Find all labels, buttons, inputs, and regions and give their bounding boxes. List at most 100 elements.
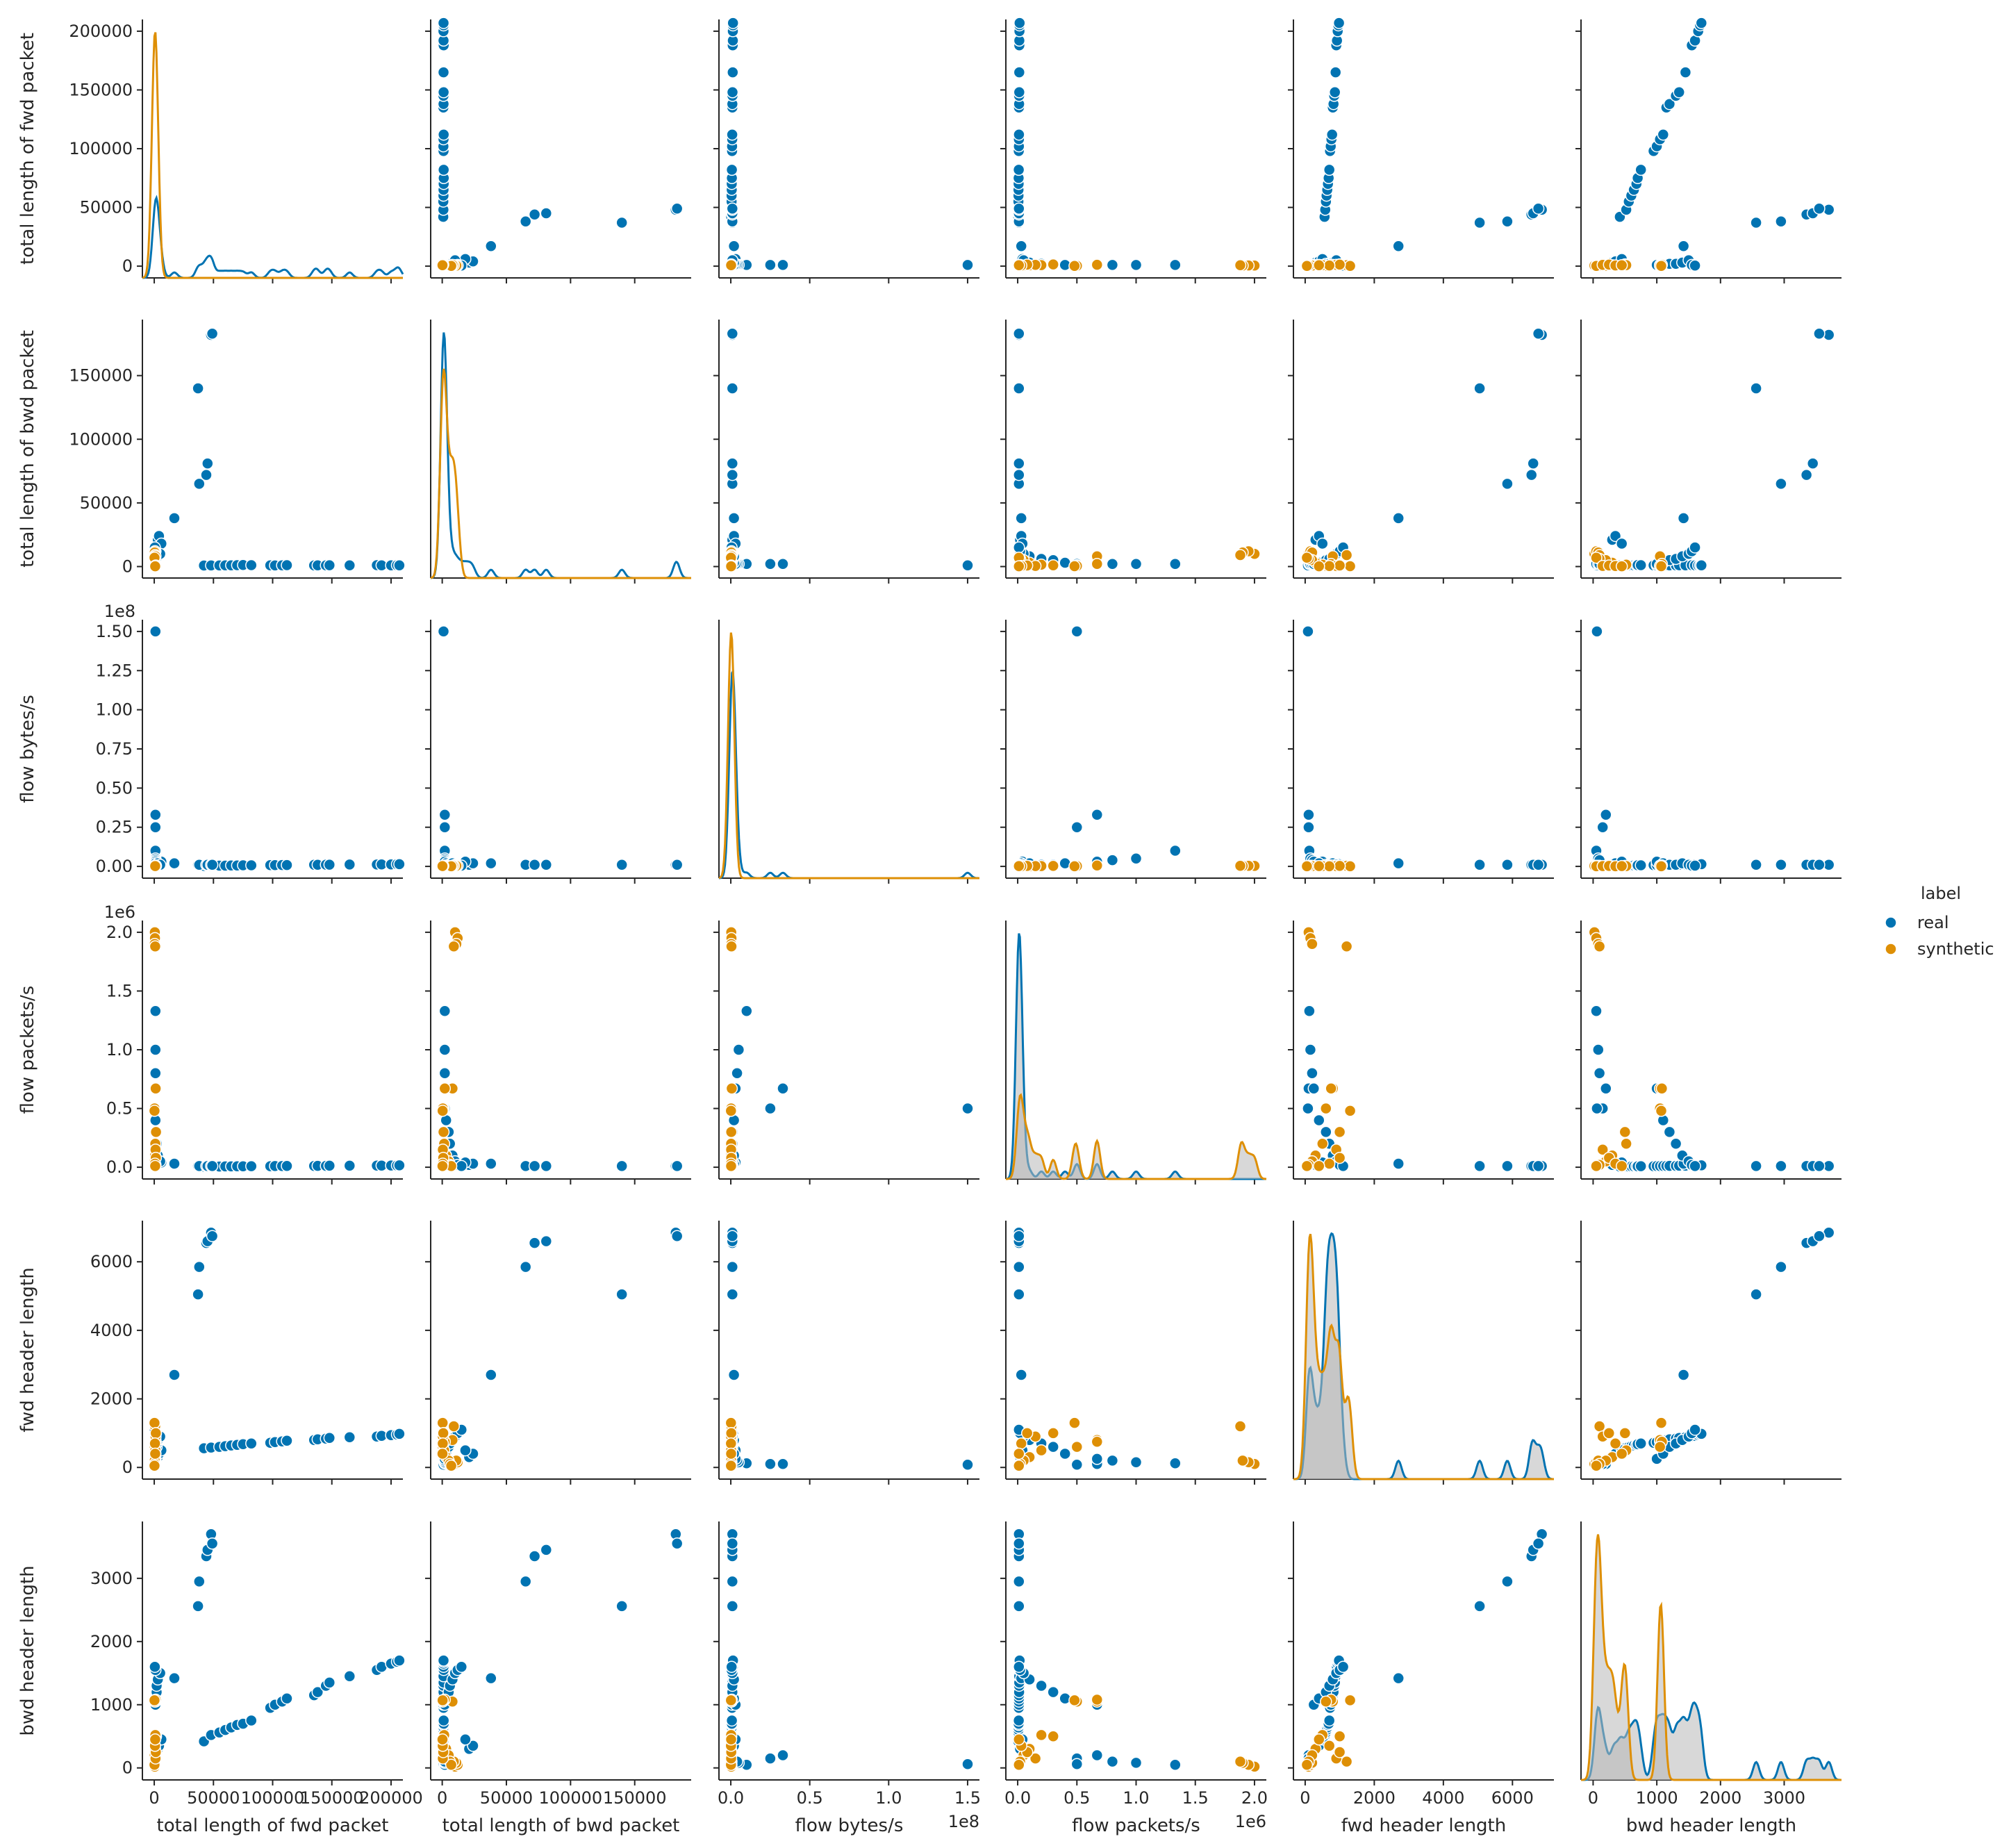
- point-real: [1392, 240, 1405, 253]
- point-real: [1591, 1102, 1603, 1115]
- point-synthetic: [1091, 859, 1104, 872]
- point-synthetic: [1333, 1125, 1346, 1139]
- y-tick-label: 1.5: [106, 981, 133, 1000]
- panel-1-0: 0 50000 100000 150000: [69, 320, 406, 584]
- point-real: [206, 1230, 219, 1242]
- point-real: [393, 858, 406, 871]
- kde-line-real: [718, 668, 979, 880]
- legend-title: label: [1921, 884, 1961, 903]
- point-real: [323, 1676, 336, 1689]
- y-tick-label: 2.0: [106, 923, 133, 942]
- panel-4-1: [425, 1221, 691, 1485]
- point-real: [764, 258, 777, 272]
- panel-2-1: [425, 620, 691, 884]
- point-real: [1525, 468, 1538, 481]
- y-tick-label: 3000: [90, 1569, 133, 1588]
- point-real: [438, 1067, 452, 1080]
- point-real: [1635, 163, 1647, 176]
- point-real: [1813, 859, 1826, 871]
- point-real: [1775, 1160, 1787, 1173]
- point-real: [726, 468, 739, 481]
- point-synthetic: [437, 1125, 450, 1139]
- point-synthetic: [438, 1082, 452, 1095]
- kde-line-synthetic: [430, 368, 691, 579]
- point-synthetic: [436, 1437, 449, 1450]
- panel-3-5: [1575, 921, 1842, 1185]
- panel-0-2: [713, 17, 979, 283]
- point-real: [1302, 820, 1315, 834]
- point-synthetic: [1313, 1733, 1325, 1746]
- point-real: [1013, 1260, 1025, 1273]
- panel-0-3: [1000, 17, 1266, 283]
- point-real: [1106, 258, 1119, 272]
- point-real: [1527, 457, 1539, 470]
- point-real: [725, 1660, 738, 1673]
- x-offset-label: 1e6: [1235, 1812, 1266, 1831]
- point-real: [149, 625, 162, 638]
- point-real: [528, 1160, 541, 1173]
- point-real: [670, 1230, 684, 1242]
- point-real: [615, 1288, 628, 1301]
- point-synthetic: [1068, 260, 1081, 272]
- point-real: [1501, 1160, 1514, 1173]
- point-real: [540, 859, 553, 871]
- point-real: [726, 1260, 739, 1273]
- point-synthetic: [149, 560, 162, 572]
- x-offset-label: 1e8: [948, 1812, 979, 1831]
- point-real: [764, 558, 777, 570]
- x-tick-label: 2000: [1353, 1788, 1396, 1808]
- point-real: [519, 1260, 532, 1273]
- point-real: [281, 1692, 293, 1705]
- point-synthetic: [447, 1420, 461, 1433]
- point-synthetic: [149, 1447, 162, 1460]
- point-synthetic: [436, 1447, 449, 1460]
- point-real: [726, 1230, 739, 1242]
- point-synthetic: [1313, 1160, 1325, 1173]
- point-synthetic: [1313, 859, 1325, 873]
- point-real: [1013, 1230, 1025, 1242]
- point-real: [1532, 1160, 1545, 1173]
- point-real: [540, 207, 553, 220]
- point-real: [168, 1369, 181, 1381]
- point-real: [437, 128, 450, 141]
- y-axis-label: total length of fwd packet: [17, 33, 38, 265]
- point-synthetic: [149, 1427, 163, 1439]
- point-real: [1473, 216, 1486, 229]
- x-tick-label: 3000: [1763, 1788, 1805, 1808]
- point-synthetic: [725, 1417, 738, 1429]
- panel-3-3: [1005, 921, 1267, 1185]
- y-tick-label: 150000: [69, 80, 133, 99]
- point-real: [200, 468, 213, 481]
- y-tick-label: 4000: [90, 1321, 133, 1340]
- point-synthetic: [1320, 1695, 1332, 1708]
- point-real: [1689, 259, 1701, 272]
- point-synthetic: [1655, 1417, 1668, 1429]
- point-real: [149, 820, 162, 834]
- panel-4-3: [1000, 1221, 1266, 1485]
- y-tick-label: 2000: [90, 1632, 133, 1651]
- point-synthetic: [725, 1427, 738, 1439]
- point-real: [323, 1160, 336, 1172]
- point-real: [437, 163, 450, 176]
- point-synthetic: [1047, 1427, 1059, 1439]
- point-real: [726, 202, 739, 215]
- point-real: [1325, 128, 1339, 141]
- point-real: [1669, 1137, 1682, 1150]
- y-axis-label: flow packets/s: [17, 986, 38, 1114]
- point-real: [1392, 1157, 1405, 1170]
- point-real: [149, 1005, 162, 1017]
- point-real: [206, 1537, 219, 1550]
- point-real: [1047, 1685, 1059, 1699]
- point-real: [1129, 258, 1143, 272]
- point-synthetic: [1615, 1160, 1628, 1173]
- point-real: [206, 1160, 219, 1173]
- point-real: [485, 1369, 497, 1381]
- y-tick-label: 50000: [80, 493, 133, 513]
- point-real: [615, 1600, 628, 1612]
- point-real: [1035, 1679, 1048, 1692]
- point-real: [1679, 66, 1692, 79]
- point-real: [168, 857, 181, 870]
- panel-5-2: 0.0 0.5 1.0 1.5 1e8: [713, 1521, 981, 1831]
- point-real: [437, 1654, 450, 1667]
